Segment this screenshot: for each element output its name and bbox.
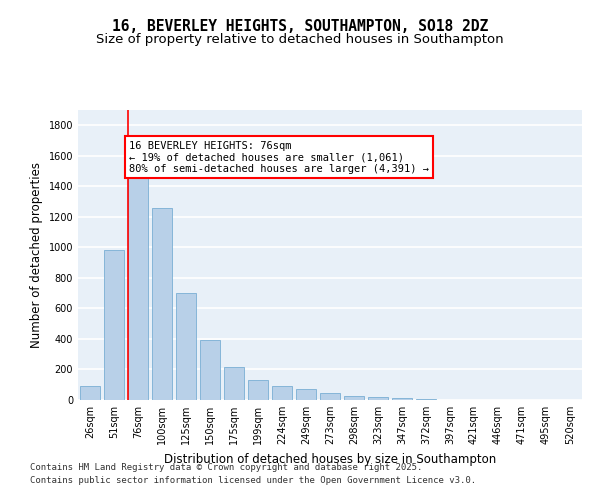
Bar: [200, 340, 220, 400]
X-axis label: Distribution of detached houses by size in Southampton: Distribution of detached houses by size …: [164, 452, 496, 466]
Bar: [392, 398, 412, 400]
Text: Size of property relative to detached houses in Southampton: Size of property relative to detached ho…: [96, 32, 504, 46]
Text: Contains public sector information licensed under the Open Government Licence v3: Contains public sector information licen…: [30, 476, 476, 485]
Bar: [272, 386, 292, 400]
Bar: [296, 388, 316, 400]
Bar: [344, 396, 364, 400]
Bar: [176, 293, 196, 400]
Text: 16 BEVERLEY HEIGHTS: 76sqm
← 19% of detached houses are smaller (1,061)
80% of s: 16 BEVERLEY HEIGHTS: 76sqm ← 19% of deta…: [129, 140, 429, 173]
Bar: [80, 386, 100, 400]
Bar: [152, 208, 172, 400]
Text: Contains HM Land Registry data © Crown copyright and database right 2025.: Contains HM Land Registry data © Crown c…: [30, 464, 422, 472]
Bar: [368, 398, 388, 400]
Bar: [224, 367, 244, 400]
Bar: [128, 138, 148, 400]
Bar: [248, 380, 268, 400]
Bar: [416, 399, 436, 400]
Text: 16, BEVERLEY HEIGHTS, SOUTHAMPTON, SO18 2DZ: 16, BEVERLEY HEIGHTS, SOUTHAMPTON, SO18 …: [112, 19, 488, 34]
Bar: [320, 393, 340, 400]
Y-axis label: Number of detached properties: Number of detached properties: [30, 162, 43, 348]
Bar: [104, 250, 124, 400]
